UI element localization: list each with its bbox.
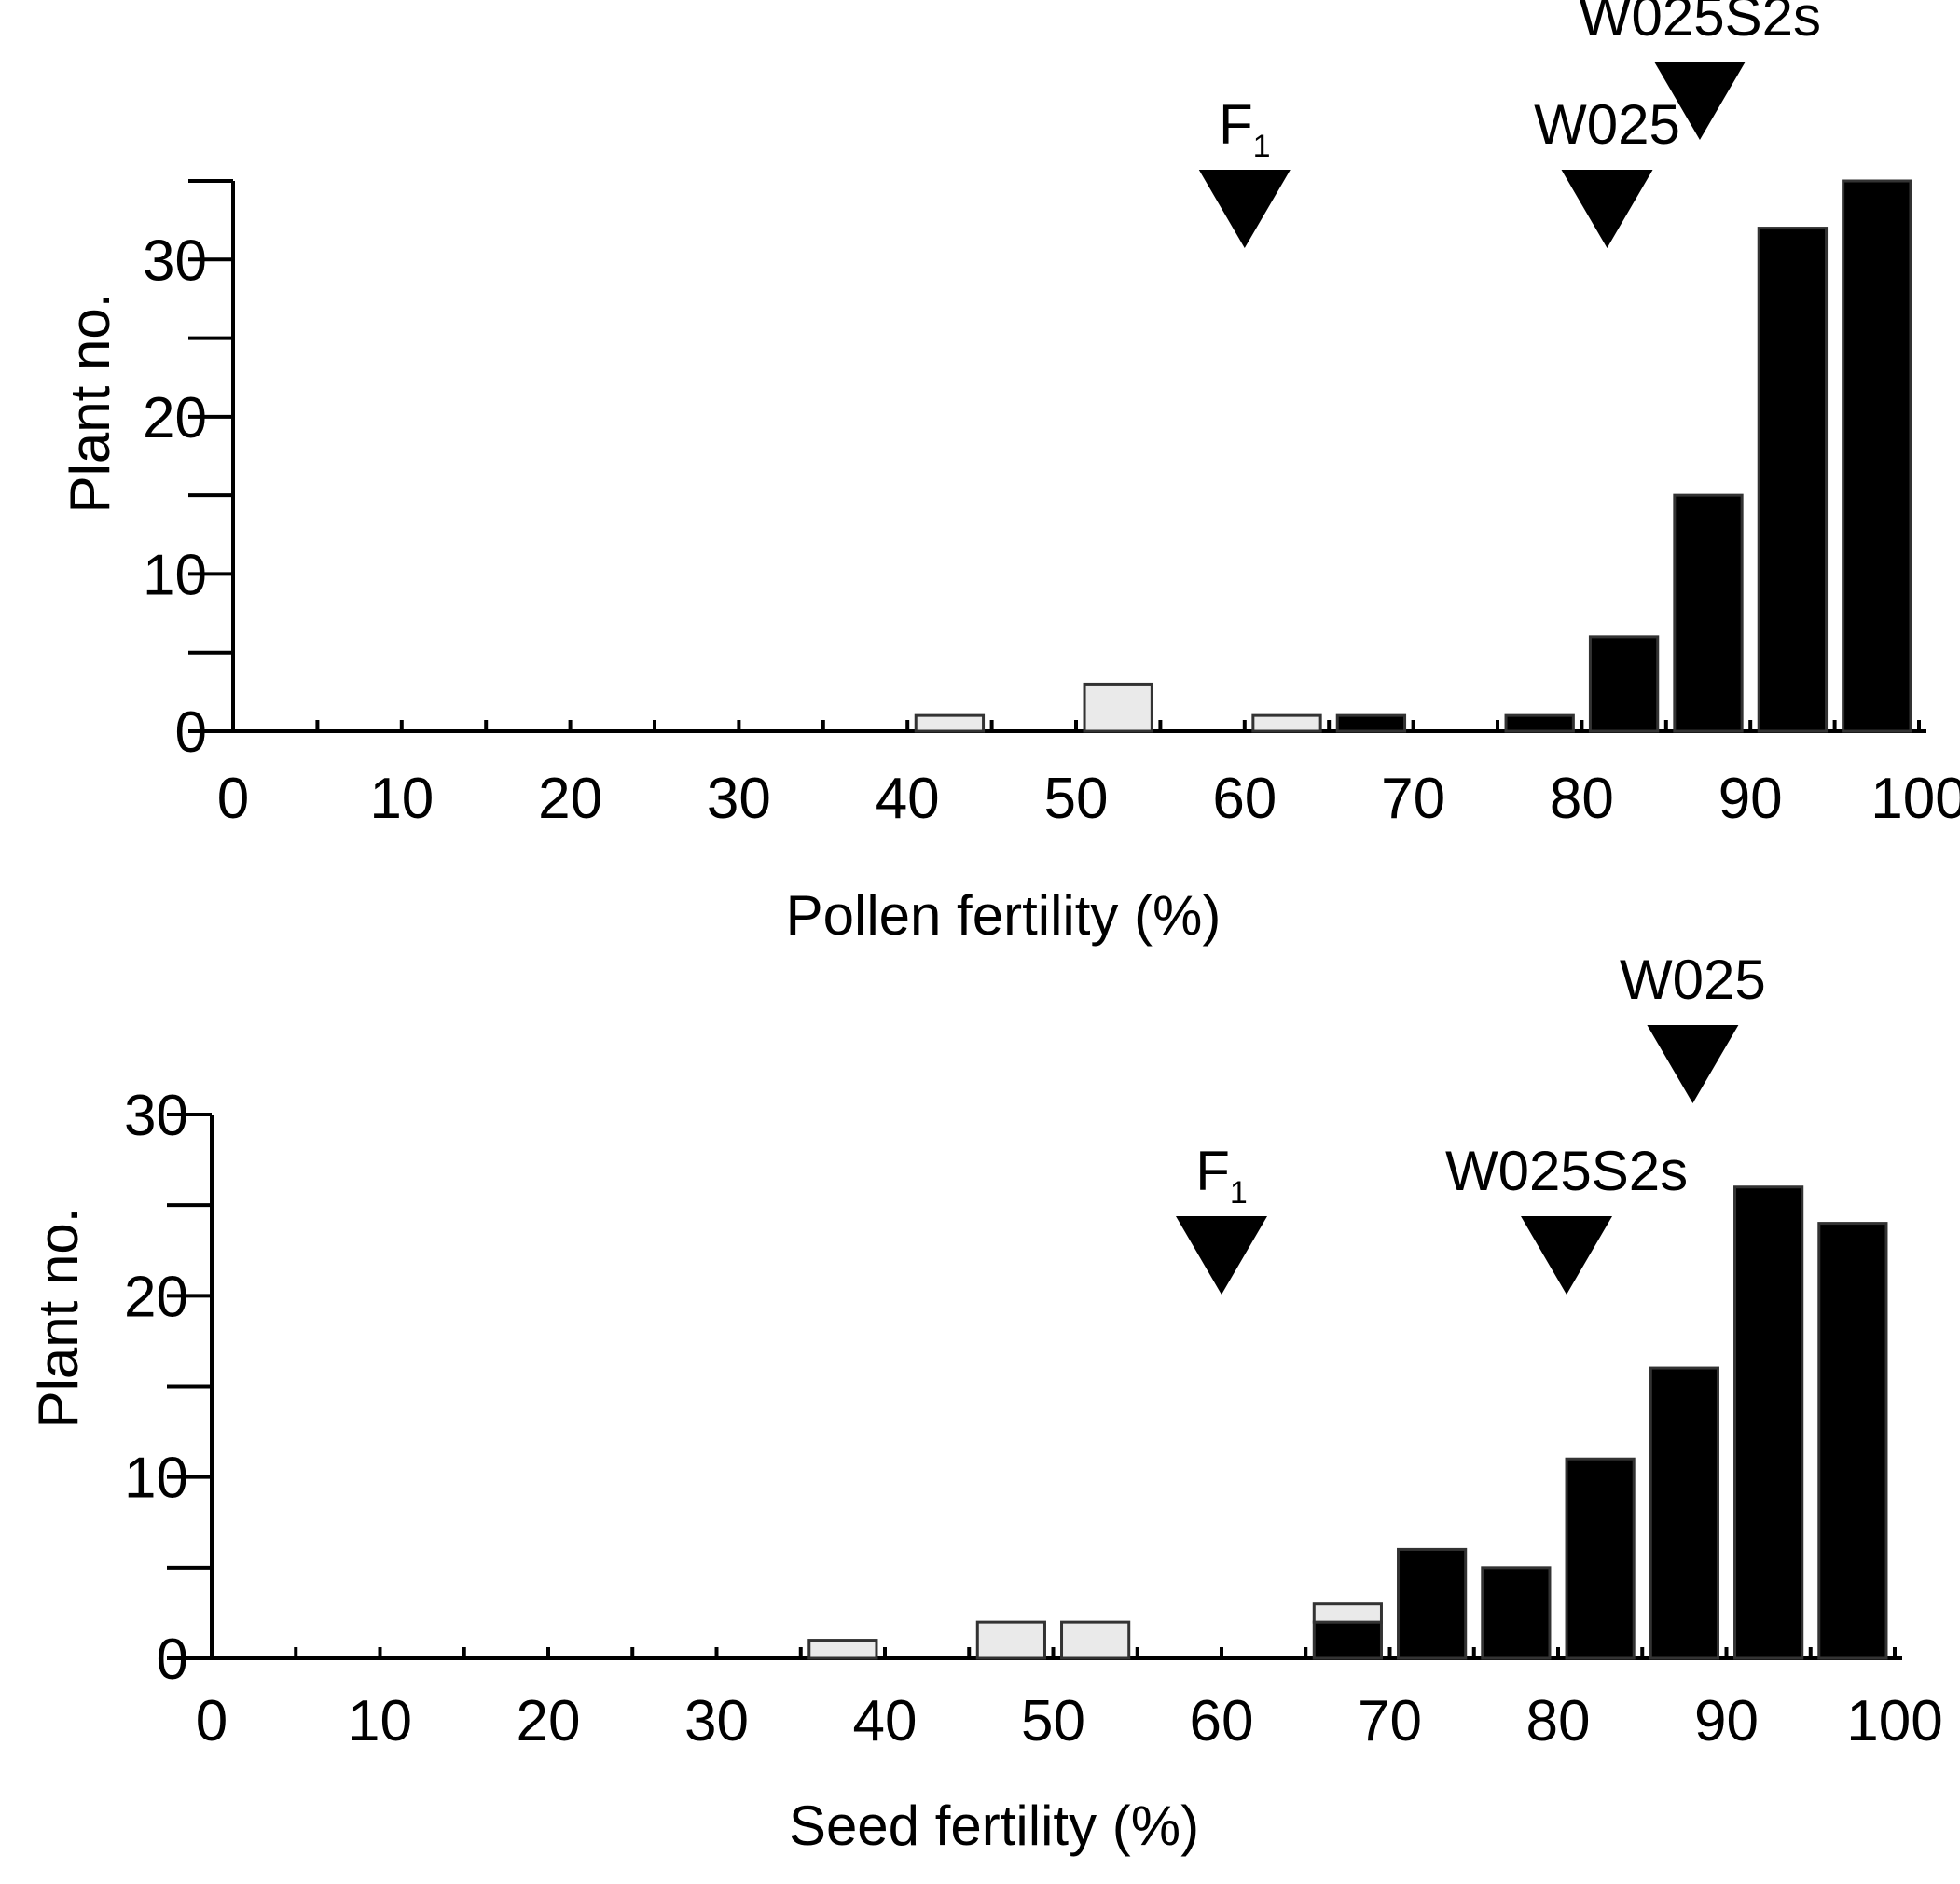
seed-x-tick-label: 40	[853, 1689, 918, 1753]
pollen-marker-w025s2s	[1653, 62, 1746, 140]
seed-y-tick-label: 0	[157, 1628, 188, 1692]
seed-bar-black	[1733, 1185, 1804, 1660]
pollen-y-tick-label: 20	[143, 386, 207, 450]
pollen-bar-black	[1673, 493, 1744, 733]
seed-x-tick-label: 80	[1526, 1689, 1591, 1753]
pollen-x-tick-label: 100	[1870, 767, 1960, 831]
pollen-marker-label-w025s2s: W025S2s	[1579, 0, 1821, 48]
pollen-marker-w025	[1561, 170, 1653, 248]
pollen-bar-gray	[914, 713, 986, 733]
seed-marker-w025s2s	[1521, 1216, 1613, 1295]
pollen-x-tick-label: 70	[1381, 767, 1445, 831]
seed-bar-black	[1481, 1566, 1552, 1660]
pollen-x-tick-label: 60	[1212, 767, 1277, 831]
seed-bar-gray	[1312, 1602, 1383, 1624]
pollen-bar-black	[1842, 179, 1912, 733]
pollen-y-tick-label: 30	[143, 229, 207, 293]
seed-marker-label-w025s2s: W025S2s	[1445, 1140, 1688, 1202]
seed-x-tick-label: 50	[1021, 1689, 1085, 1753]
pollen-marker-f1	[1198, 170, 1291, 248]
seed-fertility-chart: Seed fertility (%) Plant no. 0 10 20 30 0 10 2…	[27, 949, 1943, 1857]
pollen-bar-gray	[1251, 713, 1322, 733]
seed-x-tick-label: 0	[196, 1689, 228, 1753]
seed-x-tick-label: 30	[684, 1689, 749, 1753]
pollen-y-tick-label: 10	[143, 543, 207, 607]
seed-x-tick-label: 10	[348, 1689, 412, 1753]
pollen-x-tick-label: 0	[217, 767, 249, 831]
seed-x-tick-label: 20	[517, 1689, 581, 1753]
seed-y-tick-label: 10	[124, 1447, 188, 1511]
pollen-y-tick-label: 0	[175, 700, 207, 765]
seed-bar-black	[1565, 1457, 1636, 1660]
pollen-x-tick-label: 90	[1718, 767, 1783, 831]
seed-bar-gray	[1060, 1620, 1131, 1660]
seed-x-tick-label: 90	[1694, 1689, 1759, 1753]
pollen-x-tick-label: 50	[1044, 767, 1109, 831]
pollen-bar-black	[1504, 713, 1575, 733]
pollen-marker-label-w025: W025	[1534, 93, 1680, 156]
seed-x-tick-label: 60	[1190, 1689, 1254, 1753]
seed-x-tick-label: 70	[1358, 1689, 1422, 1753]
pollen-x-tick-label: 10	[369, 767, 434, 831]
pollen-x-tick-label: 80	[1550, 767, 1614, 831]
pollen-x-axis-title: Pollen fertility (%)	[786, 884, 1222, 947]
pollen-x-tick-label: 20	[538, 767, 602, 831]
pollen-bar-gray	[1083, 682, 1153, 733]
seed-marker-f1	[1176, 1216, 1267, 1295]
seed-bar-black	[1817, 1222, 1888, 1660]
seed-bar-black	[1649, 1366, 1719, 1660]
pollen-bar-black	[1335, 713, 1407, 733]
pollen-x-tick-label: 30	[707, 767, 771, 831]
seed-x-tick-label: 100	[1846, 1689, 1942, 1753]
pollen-fertility-chart: Pollen fertility (%) Plant no. 0 10 20 30 0 1…	[59, 0, 1960, 947]
pollen-x-tick-label: 40	[876, 767, 940, 831]
seed-bar-gray	[807, 1639, 878, 1660]
pollen-bar-black	[1757, 227, 1829, 733]
seed-y-tick-label: 20	[124, 1265, 188, 1329]
seed-y-tick-label: 30	[124, 1084, 188, 1148]
seed-y-axis-title: Plant no.	[27, 1208, 90, 1429]
pollen-bar-black	[1588, 635, 1660, 733]
seed-marker-w025	[1647, 1025, 1739, 1103]
seed-x-axis-title: Seed fertility (%)	[789, 1794, 1199, 1857]
pollen-y-axis-title: Plant no.	[59, 293, 121, 514]
seed-bar-gray	[975, 1620, 1046, 1660]
seed-marker-label-w025: W025	[1620, 949, 1766, 1011]
seed-bar-black	[1312, 1620, 1383, 1660]
seed-bar-black	[1397, 1547, 1468, 1660]
